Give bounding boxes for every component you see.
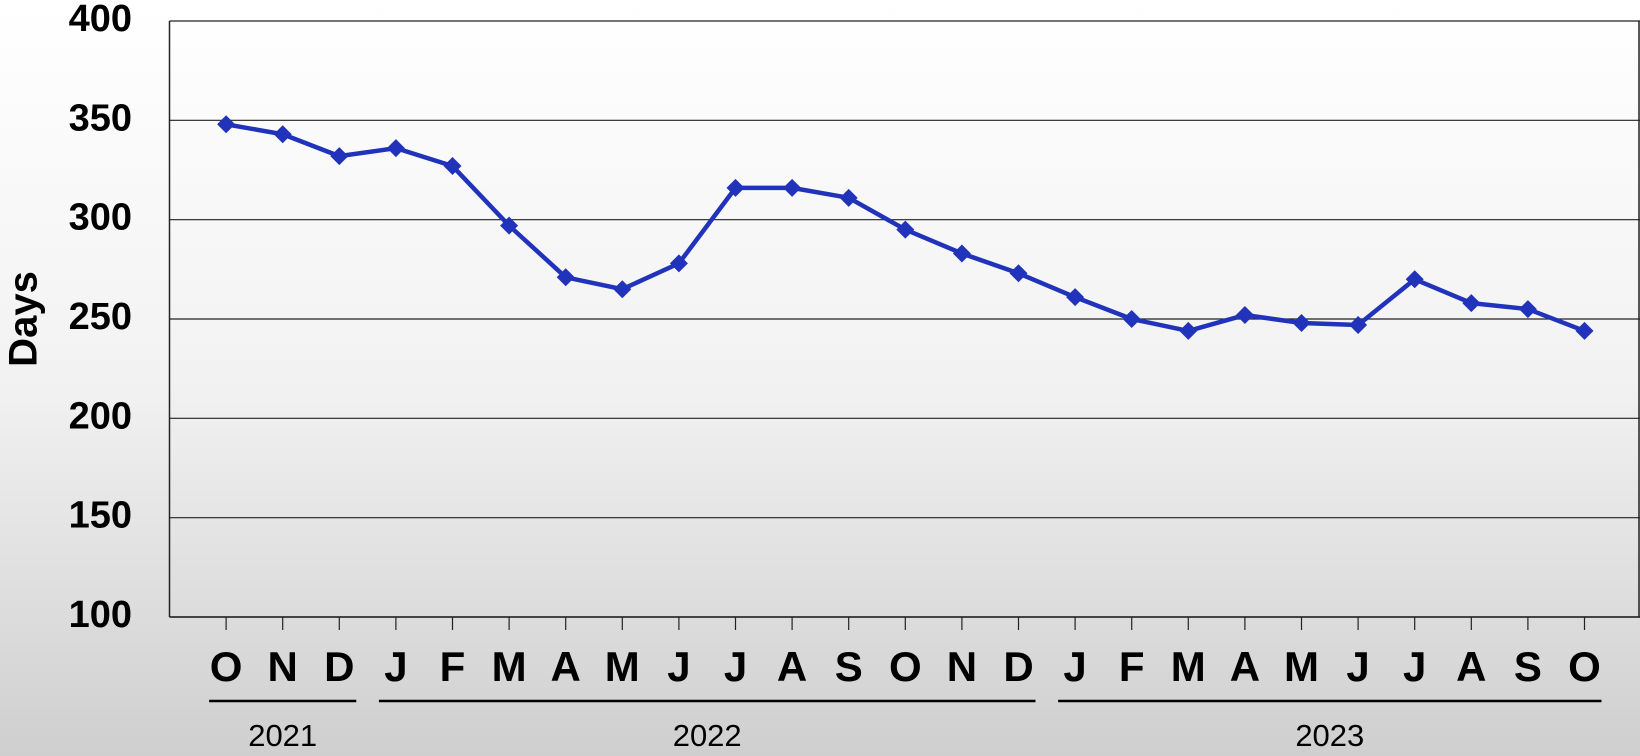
marker: [1066, 288, 1085, 307]
x-tick-label: F: [1119, 643, 1145, 690]
x-tick-label: N: [947, 643, 977, 690]
x-tick-label: J: [724, 643, 747, 690]
group-label: 2023: [1295, 718, 1364, 753]
x-tick-label: S: [1514, 643, 1542, 690]
y-tick-label: 350: [69, 97, 132, 139]
x-tick-label: O: [889, 643, 922, 690]
x-tick-label: S: [835, 643, 863, 690]
x-tick-label: M: [605, 643, 640, 690]
y-tick-label: 400: [69, 0, 132, 40]
marker: [1122, 310, 1141, 328]
y-tick-label: 150: [69, 495, 132, 537]
marker: [783, 178, 802, 197]
marker: [1292, 313, 1311, 332]
marker: [952, 244, 971, 263]
marker: [273, 125, 292, 144]
marker: [500, 216, 519, 235]
marker: [839, 188, 858, 207]
marker: [443, 157, 462, 176]
marker: [1179, 321, 1198, 340]
marker: [1518, 300, 1537, 319]
group-label: 2022: [673, 718, 742, 753]
x-tick-label: J: [1063, 643, 1086, 690]
x-tick-label: J: [667, 643, 690, 690]
marker: [386, 139, 405, 158]
marker: [1009, 264, 1028, 283]
marker: [1405, 270, 1424, 289]
x-tick-label: F: [440, 643, 466, 690]
group-label: 2021: [248, 718, 317, 753]
marker: [896, 220, 915, 239]
marker: [330, 147, 349, 166]
x-tick-label: O: [210, 643, 243, 690]
y-tick-label: 300: [69, 197, 132, 239]
marker: [556, 268, 575, 287]
x-tick-label: J: [384, 643, 407, 690]
marker: [613, 280, 632, 299]
x-tick-label: J: [1346, 643, 1369, 690]
x-tick-label: M: [492, 643, 527, 690]
x-tick-label: A: [1456, 643, 1486, 690]
marker: [669, 254, 688, 273]
marker: [1462, 294, 1481, 313]
marker: [726, 178, 745, 197]
x-tick-label: A: [777, 643, 807, 690]
y-tick-label: 250: [69, 296, 132, 338]
marker: [1235, 306, 1254, 325]
x-tick-label: M: [1171, 643, 1206, 690]
x-tick-label: D: [324, 643, 354, 690]
x-tick-label: M: [1284, 643, 1319, 690]
y-axis-label: Days: [2, 271, 46, 367]
x-tick-label: A: [551, 643, 581, 690]
x-tick-label: N: [268, 643, 298, 690]
x-tick-label: A: [1230, 643, 1260, 690]
x-tick-label: O: [1568, 643, 1601, 690]
y-tick-label: 100: [69, 594, 132, 636]
x-tick-label: D: [1003, 643, 1033, 690]
marker: [217, 115, 236, 134]
y-tick-label: 200: [69, 395, 132, 437]
marker: [1575, 321, 1594, 340]
x-tick-label: J: [1403, 643, 1426, 690]
marker: [1349, 315, 1368, 334]
